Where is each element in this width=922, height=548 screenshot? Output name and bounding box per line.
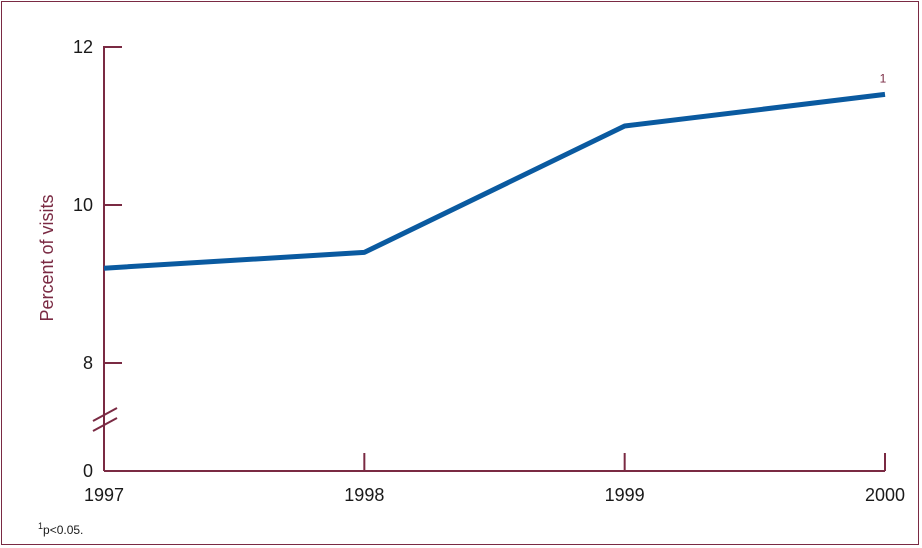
footnote-marker: 1 [38,521,44,531]
y-tick-label: 10 [73,195,93,215]
x-tick-label: 1997 [84,485,124,505]
y-axis-label: Percent of visits [37,194,57,321]
y-tick-label: 0 [83,461,93,481]
y-tick-label: 12 [73,37,93,57]
series-line [103,91,886,271]
x-tick-label: 2000 [865,485,905,505]
y-axis-break-mark [92,407,118,422]
x-tick-label: 1998 [344,485,384,505]
annotation-label: 1 [880,71,887,85]
y-tick-label: 8 [83,353,93,373]
x-tick-label: 1999 [605,485,645,505]
footnote-text: p<0.05. [43,523,84,537]
y-axis-break-mark [92,417,118,432]
footnote: 1p<0.05. [38,521,83,537]
